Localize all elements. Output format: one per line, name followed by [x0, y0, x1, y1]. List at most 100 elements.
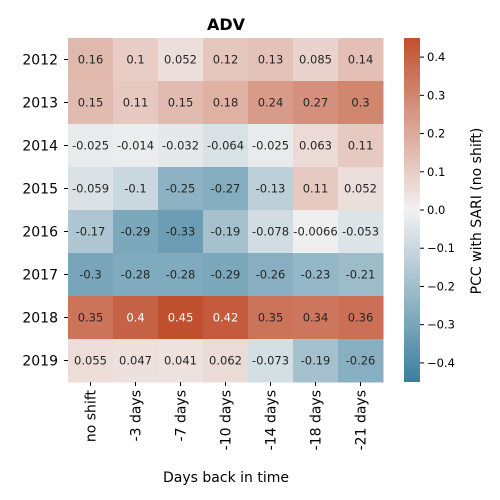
- cell-value-label: -0.27: [211, 182, 241, 196]
- x-axis: no shift -3 days -7 days -10 days -14 days -1…: [84, 382, 370, 450]
- heatmap-cell: [203, 210, 249, 254]
- y-tick-label: 2019: [22, 354, 58, 370]
- cell-value-label: 0.3: [351, 96, 369, 110]
- cell-value-label: -0.032: [162, 139, 199, 153]
- heatmap-cell: [293, 38, 339, 82]
- cell-value-label: -0.21: [346, 268, 376, 282]
- cell-value-label: 0.34: [303, 311, 329, 325]
- cell-value-label: 0.13: [258, 53, 284, 67]
- heatmap-cell: [113, 296, 159, 340]
- heatmap-cell: [68, 339, 114, 383]
- cell-value-label: -0.23: [301, 268, 331, 282]
- heatmap-cell: [338, 124, 384, 168]
- cell-value-label: 0.085: [299, 53, 332, 67]
- colorbar-tick-label: −0.4: [427, 356, 455, 370]
- x-axis-label: Days back in time: [163, 470, 289, 486]
- y-tick-label: 2015: [22, 182, 58, 198]
- heatmap-cell: [68, 81, 114, 125]
- heatmap-cell: [248, 296, 294, 340]
- cell-value-label: 0.4: [126, 311, 144, 325]
- y-tick-label: 2017: [22, 268, 58, 284]
- heatmap-cell: [293, 339, 339, 383]
- heatmap-cell: [293, 210, 339, 254]
- colorbar-tick-label: 0.1: [427, 165, 445, 179]
- cell-value-label: 0.12: [213, 53, 239, 67]
- heatmap-cell: [113, 253, 159, 297]
- cell-value-label: 0.052: [164, 53, 197, 67]
- heatmap-cell: [338, 167, 384, 211]
- cell-value-label: -0.0066: [293, 225, 337, 239]
- heatmap-cell: [158, 296, 204, 340]
- x-tick-label: no shift: [84, 389, 100, 442]
- y-tick-label: 2013: [22, 96, 58, 112]
- heatmap-cell: [203, 339, 249, 383]
- cell-value-label: -0.059: [72, 182, 109, 196]
- cell-value-label: -0.17: [76, 225, 106, 239]
- heatmap-cell: [203, 167, 249, 211]
- cell-value-label: 0.18: [213, 96, 239, 110]
- heatmap-cell: [158, 38, 204, 82]
- cell-value-label: 0.11: [303, 182, 329, 196]
- cell-value-label: 0.24: [258, 96, 284, 110]
- cell-value-label: -0.25: [166, 182, 196, 196]
- heatmap-cell: [248, 210, 294, 254]
- heatmap-cell: [338, 253, 384, 297]
- cell-value-label: 0.041: [164, 354, 197, 368]
- cell-value-label: -0.13: [256, 182, 286, 196]
- heatmap-cell: [248, 81, 294, 125]
- heatmap-cell: [68, 167, 114, 211]
- colorbar-tick-label: 0.4: [427, 50, 445, 64]
- y-tick-label: 2012: [22, 53, 58, 69]
- cell-value-label: -0.26: [256, 268, 286, 282]
- heatmap-cell: [113, 339, 159, 383]
- x-tick-label: -7 days: [174, 390, 190, 441]
- x-tick-label: -14 days: [264, 390, 280, 450]
- heatmap-cell: [203, 296, 249, 340]
- heatmap-cell: [68, 38, 114, 82]
- heatmap-cell: [338, 296, 384, 340]
- heatmap-cell: [248, 167, 294, 211]
- heatmap-cell: [248, 124, 294, 168]
- heatmap-cell: [203, 38, 249, 82]
- y-tick-label: 2016: [22, 225, 58, 241]
- heatmap-cell: [158, 339, 204, 383]
- y-tick-label: 2018: [22, 311, 58, 327]
- heatmap-cell: [113, 210, 159, 254]
- heatmap-cell: [203, 81, 249, 125]
- heatmap-cell: [158, 81, 204, 125]
- heatmap-cell: [113, 124, 159, 168]
- heatmap-cell: [293, 124, 339, 168]
- colorbar: 0.4 0.3 0.2 0.1 0.0 −0.1 −0.2 −0.3 −0.4: [404, 38, 455, 382]
- cell-value-label: 0.42: [213, 311, 239, 325]
- cell-value-label: -0.29: [121, 225, 151, 239]
- heatmap-cell: [293, 81, 339, 125]
- colorbar-tick-label: −0.1: [427, 241, 455, 255]
- cell-value-label: -0.3: [79, 268, 101, 282]
- heatmap-cell: [113, 38, 159, 82]
- heatmap-cell: [338, 210, 384, 254]
- heatmap-cell: [203, 124, 249, 168]
- cell-value-label: 0.062: [209, 354, 242, 368]
- cell-value-label: -0.053: [342, 225, 379, 239]
- cell-value-label: 0.063: [299, 139, 332, 153]
- cell-value-label: 0.35: [78, 311, 104, 325]
- cell-value-label: -0.073: [252, 354, 289, 368]
- cell-value-label: -0.33: [166, 225, 196, 239]
- cell-value-label: -0.19: [211, 225, 241, 239]
- cell-value-label: -0.28: [121, 268, 151, 282]
- heatmap-cell: [293, 253, 339, 297]
- cell-value-label: -0.014: [117, 139, 154, 153]
- colorbar-tick-label: 0.0: [427, 203, 445, 217]
- heatmap-cell: [68, 296, 114, 340]
- cell-value-label: 0.14: [348, 53, 374, 67]
- heatmap-cell: [158, 253, 204, 297]
- x-tick-label: -3 days: [129, 390, 145, 441]
- heatmap-cell: [338, 339, 384, 383]
- heatmap-cells: 0.16 0.1 0.052 0.12 0.13 0.085 0.14 0.15 0.11 0.1…: [68, 38, 384, 383]
- colorbar-tick-label: 0.3: [427, 88, 445, 102]
- x-tick-label: -18 days: [309, 390, 325, 450]
- heatmap-cell: [248, 38, 294, 82]
- cell-value-label: -0.025: [252, 139, 289, 153]
- cell-value-label: -0.19: [301, 354, 331, 368]
- cell-value-label: -0.1: [124, 182, 146, 196]
